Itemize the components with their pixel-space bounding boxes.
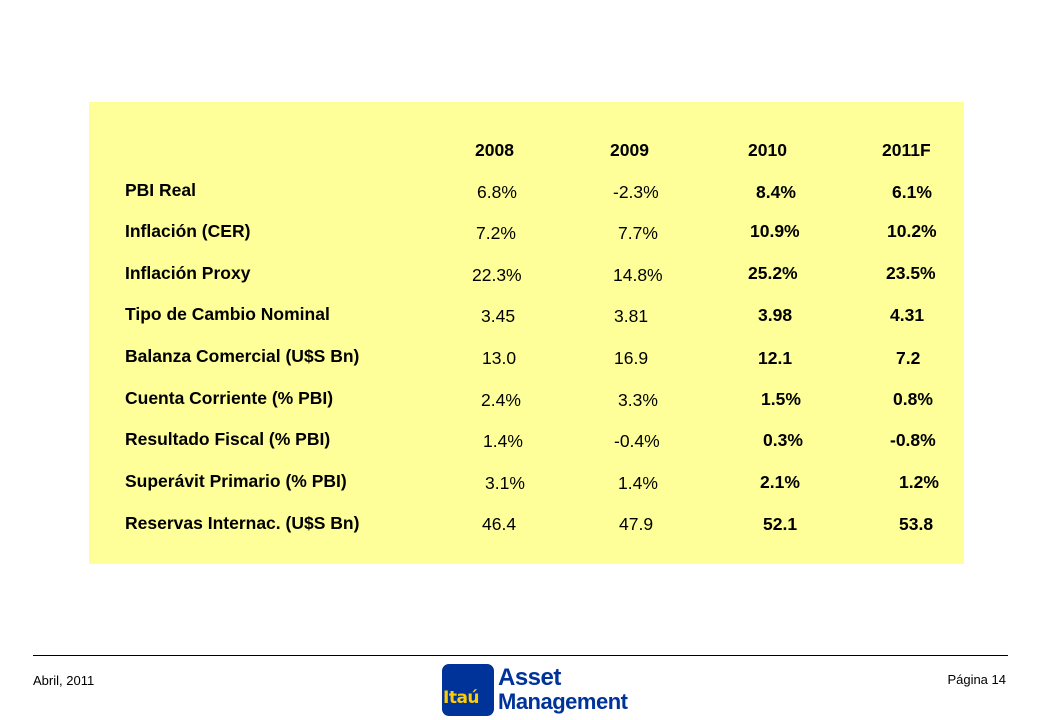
cell-value: 46.4 (482, 514, 517, 534)
cell-value: 16.9 (614, 348, 649, 368)
logo-text: Asset Management (498, 664, 628, 714)
row-label: Reservas Internac. (U$S Bn) (125, 513, 360, 533)
logo-brand: Itaú (443, 688, 480, 708)
cell-value: 3.3% (618, 390, 658, 410)
cell-value: 25.2% (748, 263, 798, 283)
cell-value: 14.8% (613, 265, 663, 285)
cell-value: 3.45 (481, 306, 516, 326)
cell-value: 2.1% (760, 472, 800, 492)
cell-value: 13.0 (482, 348, 517, 368)
cell-value: 1.2% (899, 472, 939, 492)
cell-value: 1.4% (618, 473, 658, 493)
cell-value: 7.7% (618, 223, 658, 243)
row-label: PBI Real (125, 180, 196, 200)
cell-value: 47.9 (619, 514, 654, 534)
row-label: Resultado Fiscal (% PBI) (125, 429, 331, 449)
row-label: Inflación Proxy (125, 263, 251, 283)
logo-line1: Asset (498, 664, 561, 691)
row-label: Superávit Primario (% PBI) (125, 471, 347, 491)
cell-value: 2.4% (481, 390, 521, 410)
cell-value: 10.9% (750, 221, 800, 241)
cell-value: 22.3% (472, 265, 522, 285)
cell-value: -0.4% (614, 431, 660, 451)
cell-value: 0.8% (893, 389, 933, 409)
cell-value: 10.2% (887, 221, 937, 241)
itau-asset-management-logo: Itaú Asset Management (442, 664, 628, 716)
logo-line2: Management (498, 689, 628, 714)
cell-value: 0.3% (763, 430, 803, 450)
page-number: Página 14 (947, 672, 1006, 687)
cell-value: 4.31 (890, 305, 925, 325)
header-2010: 2010 (748, 140, 787, 160)
row-label: Tipo de Cambio Nominal (125, 304, 330, 324)
cell-value: 6.1% (892, 182, 932, 202)
header-2011f: 2011F (882, 140, 931, 160)
header-2009: 2009 (610, 140, 649, 160)
cell-value: 53.8 (899, 514, 934, 534)
itau-logo-icon: Itaú (442, 664, 494, 716)
cell-value: 6.8% (477, 182, 517, 202)
cell-value: 7.2 (896, 348, 921, 368)
cell-value: 52.1 (763, 514, 798, 534)
cell-value: 8.4% (756, 182, 796, 202)
cell-value: 23.5% (886, 263, 936, 283)
header-2008: 2008 (475, 140, 514, 160)
footer-divider (33, 655, 1008, 656)
cell-value: -2.3% (613, 182, 659, 202)
cell-value: 1.4% (483, 431, 523, 451)
cell-value: -0.8% (890, 430, 936, 450)
cell-value: 3.1% (485, 473, 525, 493)
cell-value: 3.98 (758, 305, 793, 325)
row-label: Balanza Comercial (U$S Bn) (125, 346, 360, 366)
cell-value: 3.81 (614, 306, 649, 326)
footer-date: Abril, 2011 (33, 673, 95, 688)
cell-value: 7.2% (476, 223, 516, 243)
row-label: Cuenta Corriente (% PBI) (125, 388, 334, 408)
row-label: Inflación (CER) (125, 221, 251, 241)
economic-indicators-table: 2008 2009 2010 2011F PBI Real 6.8% -2.3%… (89, 102, 964, 564)
cell-value: 1.5% (761, 389, 801, 409)
cell-value: 12.1 (758, 348, 793, 368)
